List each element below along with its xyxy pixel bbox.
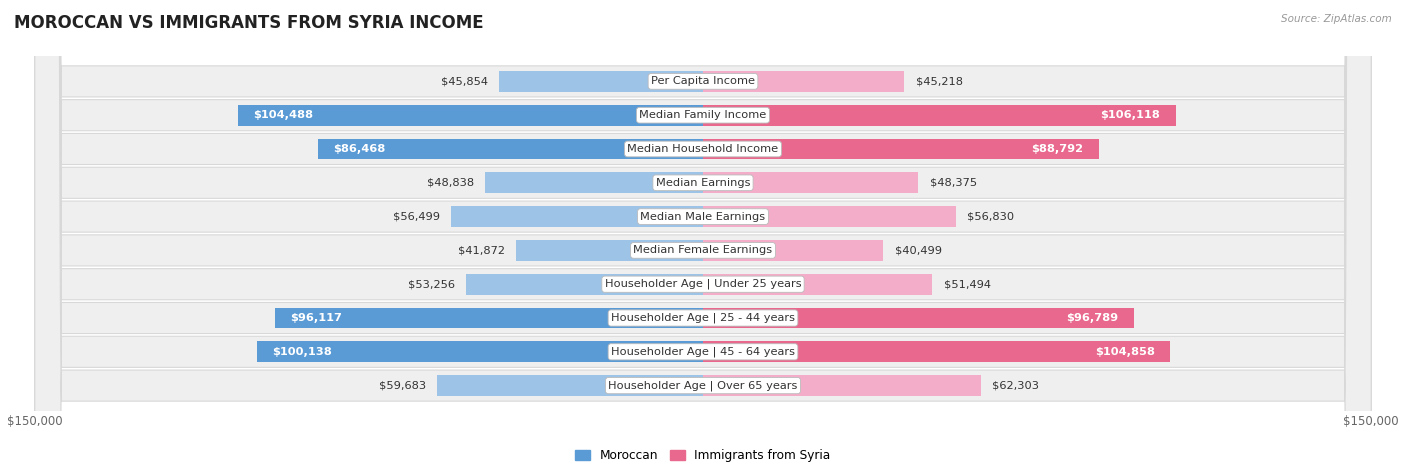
FancyBboxPatch shape [35,0,1371,467]
Bar [499,71,703,92]
Text: Median Earnings: Median Earnings [655,178,751,188]
Text: $96,117: $96,117 [291,313,342,323]
Text: $88,792: $88,792 [1031,144,1083,154]
FancyBboxPatch shape [35,0,1371,467]
Text: $104,858: $104,858 [1095,347,1154,357]
FancyBboxPatch shape [35,0,1371,467]
FancyBboxPatch shape [35,0,1371,467]
Bar [437,375,703,396]
Text: $41,872: $41,872 [458,245,505,255]
Text: $51,494: $51,494 [943,279,990,289]
Text: $100,138: $100,138 [273,347,332,357]
Bar [703,341,1170,362]
Text: $40,499: $40,499 [894,245,942,255]
Text: Householder Age | Over 65 years: Householder Age | Over 65 years [609,380,797,391]
Text: $62,303: $62,303 [991,381,1039,390]
Text: Median Household Income: Median Household Income [627,144,779,154]
Text: $48,838: $48,838 [427,178,474,188]
Bar [703,274,932,295]
FancyBboxPatch shape [35,0,1371,467]
Bar [703,308,1135,328]
FancyBboxPatch shape [35,0,1371,467]
FancyBboxPatch shape [35,0,1371,467]
Text: $104,488: $104,488 [253,110,314,120]
Text: $48,375: $48,375 [929,178,977,188]
FancyBboxPatch shape [35,0,1371,467]
Bar [703,206,956,227]
Text: Source: ZipAtlas.com: Source: ZipAtlas.com [1281,14,1392,24]
Bar [451,206,703,227]
Bar [516,240,703,261]
Text: $53,256: $53,256 [408,279,454,289]
FancyBboxPatch shape [35,0,1371,467]
Bar [703,139,1098,159]
Text: $56,499: $56,499 [394,212,440,222]
Text: $45,854: $45,854 [440,77,488,86]
Text: $56,830: $56,830 [967,212,1014,222]
Text: Median Family Income: Median Family Income [640,110,766,120]
Text: Householder Age | 45 - 64 years: Householder Age | 45 - 64 years [612,347,794,357]
Bar [274,308,703,328]
Bar [318,139,703,159]
Text: $59,683: $59,683 [378,381,426,390]
Text: $96,789: $96,789 [1066,313,1119,323]
Bar [703,105,1175,126]
Text: Householder Age | Under 25 years: Householder Age | Under 25 years [605,279,801,290]
Text: $106,118: $106,118 [1101,110,1160,120]
FancyBboxPatch shape [35,0,1371,467]
Bar [465,274,703,295]
Text: Median Male Earnings: Median Male Earnings [641,212,765,222]
Bar [257,341,703,362]
Bar [703,172,918,193]
Bar [703,240,883,261]
Bar [703,375,980,396]
Bar [485,172,703,193]
Text: Per Capita Income: Per Capita Income [651,77,755,86]
Bar [703,71,904,92]
Legend: Moroccan, Immigrants from Syria: Moroccan, Immigrants from Syria [575,449,831,462]
Bar [238,105,703,126]
Text: $86,468: $86,468 [333,144,385,154]
Text: $45,218: $45,218 [915,77,963,86]
Text: Median Female Earnings: Median Female Earnings [634,245,772,255]
Text: Householder Age | 25 - 44 years: Householder Age | 25 - 44 years [612,313,794,323]
Text: MOROCCAN VS IMMIGRANTS FROM SYRIA INCOME: MOROCCAN VS IMMIGRANTS FROM SYRIA INCOME [14,14,484,32]
